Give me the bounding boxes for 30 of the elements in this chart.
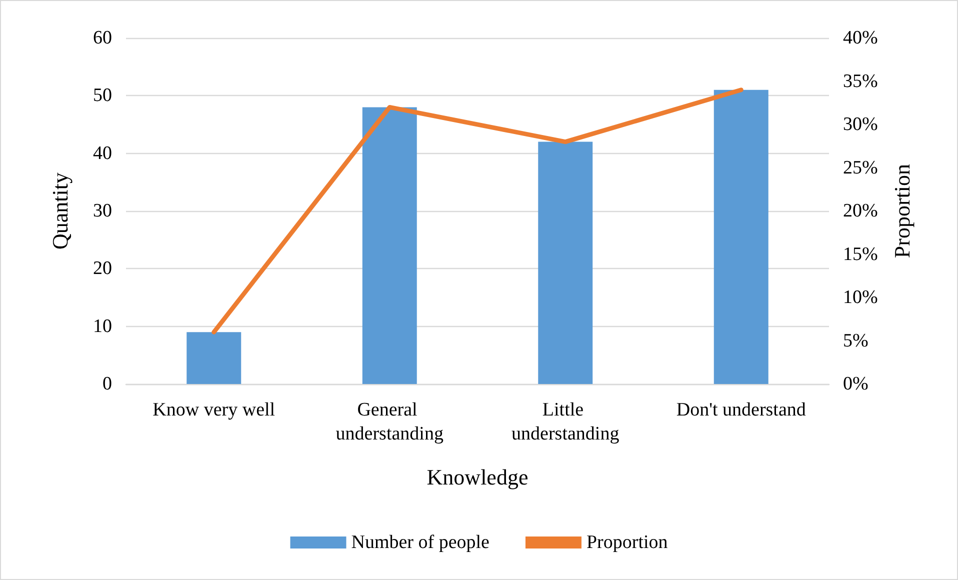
legend-label: Proportion xyxy=(586,532,668,553)
y2-tick-label: 10% xyxy=(843,287,878,308)
x-tick-label: General understanding xyxy=(336,400,444,444)
bar xyxy=(538,142,593,384)
x-tick-label: Know very well xyxy=(152,400,276,420)
y-tick-label: 40 xyxy=(93,142,112,164)
y-tick-label: 10 xyxy=(93,316,112,337)
legend-label: Number of people xyxy=(351,532,490,553)
y2-tick-label: 30% xyxy=(843,114,878,135)
y2-tick-label: 0% xyxy=(843,374,868,394)
line-series xyxy=(212,88,744,334)
x-tick-label: Don't understand xyxy=(676,400,806,420)
y-axis-title: Quantity xyxy=(48,172,72,250)
y2-tick-label: 35% xyxy=(843,70,878,92)
y2-tick-label: 5% xyxy=(843,330,868,352)
y2-tick-label: 20% xyxy=(843,200,878,222)
x-axis-title: Knowledge xyxy=(426,464,528,490)
y-tick-label: 50 xyxy=(93,85,112,106)
x-tick-label: Little understanding xyxy=(512,400,620,444)
y2-tick-label: 15% xyxy=(843,244,878,265)
y-tick-label: 30 xyxy=(93,200,112,222)
y2-tick-label: 25% xyxy=(843,157,878,178)
y-tick-label: 60 xyxy=(93,28,112,48)
y2-tick-label: 40% xyxy=(843,28,878,48)
bar xyxy=(186,332,242,384)
y-tick-label: 20 xyxy=(93,258,112,280)
bar xyxy=(714,90,768,384)
y-tick-label: 0 xyxy=(102,374,112,394)
bar xyxy=(362,107,417,384)
y2-axis-title: Proportion xyxy=(890,164,914,258)
